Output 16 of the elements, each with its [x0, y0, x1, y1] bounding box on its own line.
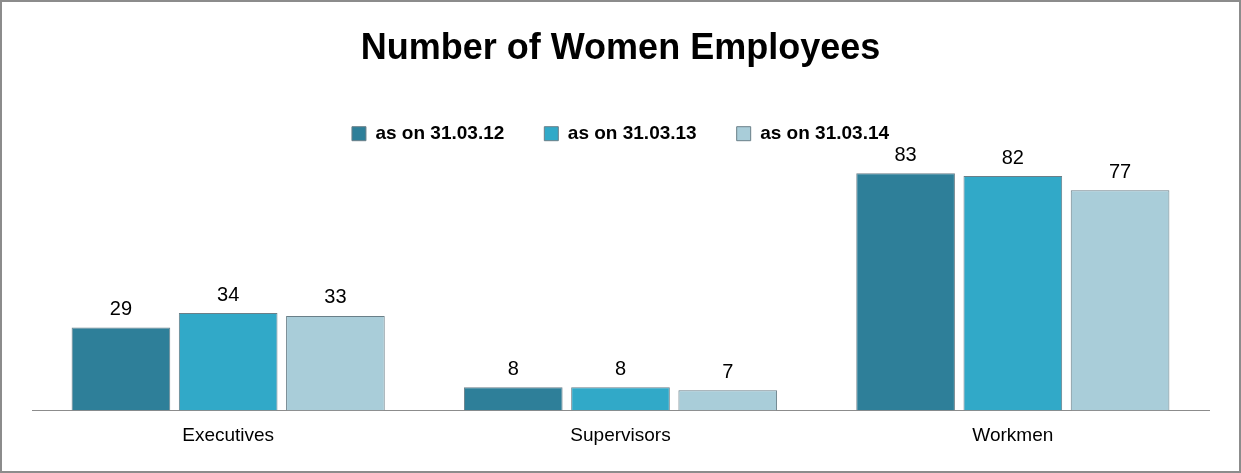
data-label: 29	[109, 296, 133, 319]
data-label: 82	[1001, 145, 1024, 168]
data-label: 33	[324, 285, 347, 308]
data-label: 77	[1108, 159, 1132, 182]
data-label: 8	[614, 356, 627, 379]
x-tick-label: Supervisors	[570, 423, 671, 445]
data-label: 7	[722, 359, 734, 382]
x-tick-label: Executives	[182, 423, 275, 445]
data-label: 83	[894, 142, 917, 165]
legend-label: as on 31.03.13	[567, 121, 697, 143]
data-label: 34	[217, 282, 240, 305]
legend-label: as on 31.03.12	[375, 121, 505, 143]
legend-label: as on 31.03.14	[760, 121, 890, 143]
data-label: 8	[507, 356, 519, 379]
chart-title: Number of Women Employees	[360, 25, 881, 67]
x-tick-label: Workmen	[972, 423, 1054, 445]
